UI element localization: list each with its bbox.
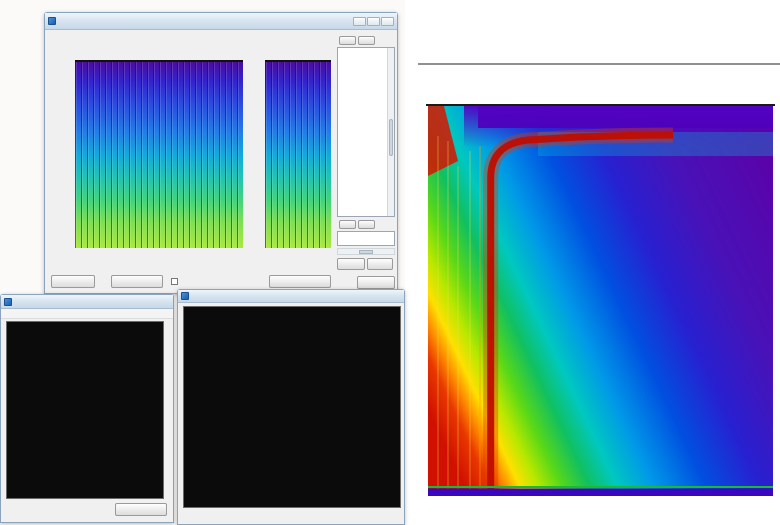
close-icon[interactable] (381, 17, 394, 26)
close-button[interactable] (357, 276, 395, 289)
list-scrollbar[interactable] (387, 48, 394, 216)
window-icon (4, 298, 12, 306)
spectrogram-1[interactable] (75, 60, 243, 248)
dispersion-image[interactable] (428, 106, 773, 496)
panel-divider (418, 63, 780, 65)
spectra-panel-2 (249, 36, 335, 268)
scrollbar-thumb[interactable] (359, 250, 373, 254)
window-controls (353, 17, 394, 26)
window-icon (48, 17, 56, 25)
window-icon (181, 292, 189, 300)
maximize-icon[interactable] (367, 17, 380, 26)
secondary-clear-button[interactable] (358, 220, 375, 229)
geometry-window-titlebar[interactable] (1, 295, 173, 309)
spac-window-titlebar[interactable] (178, 290, 404, 303)
spac-plot-canvas (184, 307, 400, 507)
combine-button[interactable] (111, 275, 163, 288)
spectra-combination-window (44, 12, 398, 294)
spac-array-qc-window (177, 289, 405, 525)
app-desktop (0, 0, 780, 525)
remove-button[interactable] (367, 258, 393, 270)
geometry-window (0, 294, 174, 523)
secondary-build-button[interactable] (339, 220, 356, 229)
primary-build-button[interactable] (339, 36, 356, 45)
geometry-plot-canvas (7, 322, 163, 498)
side-panel (337, 36, 395, 294)
dispersion-picks-layer (428, 106, 773, 496)
shot-list[interactable] (337, 47, 395, 217)
define-simultaneously-checkbox[interactable] (171, 278, 178, 285)
spectra-window-titlebar[interactable] (45, 13, 397, 30)
spac-plot[interactable] (183, 306, 401, 508)
display-dropdown[interactable] (115, 503, 167, 516)
append-button[interactable] (337, 258, 365, 270)
geometry-plot[interactable] (6, 321, 164, 499)
dispersion-window (405, 0, 780, 525)
panel1-frequency-axis (51, 60, 72, 248)
save-parameters-button[interactable] (269, 275, 331, 288)
spectra-bottom-bar (47, 274, 335, 290)
secondary-path-field[interactable] (337, 231, 395, 246)
menu-bar (1, 309, 173, 319)
path-scrollbar[interactable] (337, 248, 395, 255)
minimize-icon[interactable] (353, 17, 366, 26)
amplitude-spectrum-plot (425, 0, 780, 62)
spectra-window-body (45, 30, 397, 293)
spectra-panel-1 (51, 36, 247, 268)
scrollbar-thumb[interactable] (389, 119, 393, 156)
display-dropdown[interactable] (51, 275, 95, 288)
spectrogram-2[interactable] (265, 60, 331, 248)
primary-clear-button[interactable] (358, 36, 375, 45)
